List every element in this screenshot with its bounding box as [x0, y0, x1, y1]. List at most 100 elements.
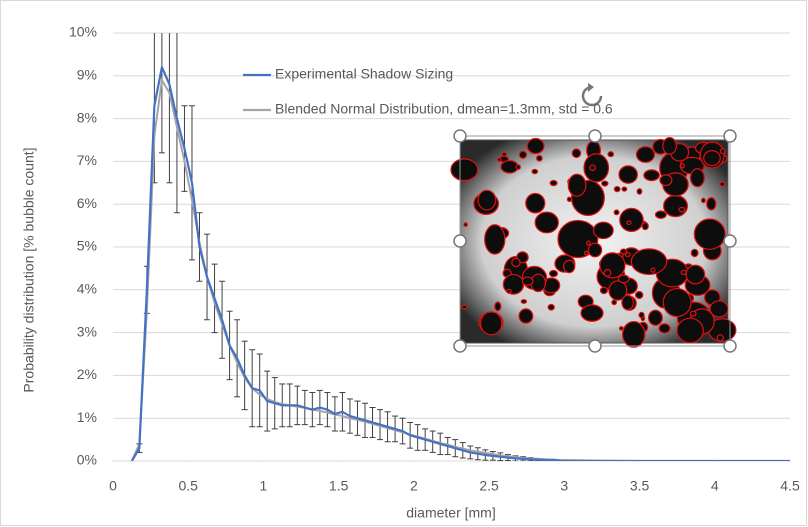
bubble	[703, 150, 721, 167]
x-axis-title: diameter [mm]	[406, 505, 495, 521]
x-tick-label: 2.5	[479, 478, 499, 494]
bubble	[549, 179, 558, 187]
resize-handle[interactable]	[723, 339, 737, 353]
bubble	[608, 280, 628, 301]
bubble	[548, 269, 559, 278]
rotate-handle-arrow	[588, 83, 594, 92]
bubble	[497, 157, 502, 162]
bubble	[636, 188, 643, 195]
bubble	[534, 211, 559, 234]
bubble	[520, 299, 528, 304]
bubble	[716, 334, 724, 342]
y-tick-label: 7%	[77, 152, 97, 168]
bubble	[630, 248, 668, 276]
bubble	[624, 252, 631, 258]
bubble	[479, 311, 503, 336]
bubble	[689, 168, 705, 188]
bubble	[693, 218, 726, 250]
x-tick-label: 4	[711, 478, 719, 494]
bubble	[450, 158, 479, 182]
bubble	[635, 146, 656, 163]
bubble	[709, 300, 729, 318]
bubble	[461, 304, 468, 310]
x-tick-label: 1.5	[329, 478, 349, 494]
resize-handle[interactable]	[453, 339, 467, 353]
x-tick-label: 3.5	[630, 478, 650, 494]
bubble	[505, 288, 512, 294]
y-tick-label: 6%	[77, 195, 97, 211]
resize-handle[interactable]	[723, 129, 737, 143]
bubble	[601, 180, 609, 187]
x-tick-label: 2	[410, 478, 418, 494]
bubble	[621, 320, 646, 348]
bubble	[603, 268, 612, 277]
x-tick-label: 3	[560, 478, 568, 494]
bubble	[658, 323, 671, 334]
bubble	[659, 174, 673, 187]
legend-label: Blended Normal Distribution, dmean=1.3mm…	[275, 101, 613, 117]
y-axis-title: Probability distribution [% bubble count…	[21, 147, 37, 392]
bubble	[557, 219, 599, 259]
bubble	[515, 164, 521, 170]
bubble	[526, 137, 545, 155]
x-tick-label: 0	[109, 478, 117, 494]
resize-handle[interactable]	[588, 129, 602, 143]
bubble	[613, 186, 621, 193]
legend-label: Experimental Shadow Sizing	[275, 66, 453, 82]
bubble	[641, 221, 649, 231]
x-tick-label: 4.5	[780, 478, 800, 494]
bubble	[643, 169, 660, 182]
bubble	[613, 209, 620, 216]
bubble	[618, 165, 638, 184]
y-tick-label: 4%	[77, 281, 97, 297]
bubble	[518, 150, 528, 159]
bubble	[689, 310, 697, 317]
bubble	[463, 222, 468, 228]
y-tick-label: 5%	[77, 238, 97, 254]
bubble	[547, 303, 555, 311]
bubble	[511, 257, 521, 268]
bubble	[662, 287, 692, 318]
bubble	[626, 220, 632, 226]
bubble	[494, 301, 502, 312]
bubble	[678, 206, 686, 213]
resize-handle[interactable]	[588, 339, 602, 353]
rotate-handle[interactable]	[581, 85, 603, 107]
resize-handle[interactable]	[453, 234, 467, 248]
bubble	[706, 197, 717, 211]
bubble	[518, 308, 534, 324]
bubble	[521, 276, 534, 286]
y-tick-label: 8%	[77, 109, 97, 125]
bubble	[531, 168, 539, 175]
bubble	[650, 267, 656, 273]
bubble	[477, 189, 497, 211]
bubble	[654, 210, 667, 219]
series-line	[130, 66, 790, 461]
y-tick-label: 3%	[77, 323, 97, 339]
bubble	[621, 294, 635, 311]
bubble	[563, 259, 576, 274]
bubble	[484, 224, 506, 255]
bubble	[501, 151, 508, 157]
bubble	[589, 164, 596, 172]
bubble	[700, 197, 706, 204]
bubble	[599, 286, 609, 295]
resize-handle[interactable]	[453, 129, 467, 143]
bubble	[586, 240, 591, 246]
y-tick-label: 10%	[69, 24, 97, 40]
x-tick-label: 0.5	[178, 478, 198, 494]
bubble	[662, 137, 677, 155]
bubble	[719, 148, 726, 155]
bubble	[619, 207, 644, 233]
y-tick-label: 1%	[77, 409, 97, 425]
bubble	[647, 309, 663, 326]
bubble	[663, 194, 688, 218]
x-tick-label: 1	[260, 478, 268, 494]
bubble	[587, 242, 603, 258]
bubble	[685, 264, 706, 285]
bubble	[580, 304, 604, 322]
resize-handle[interactable]	[723, 234, 737, 248]
bubble	[566, 196, 573, 202]
inset-image[interactable]	[450, 83, 737, 353]
